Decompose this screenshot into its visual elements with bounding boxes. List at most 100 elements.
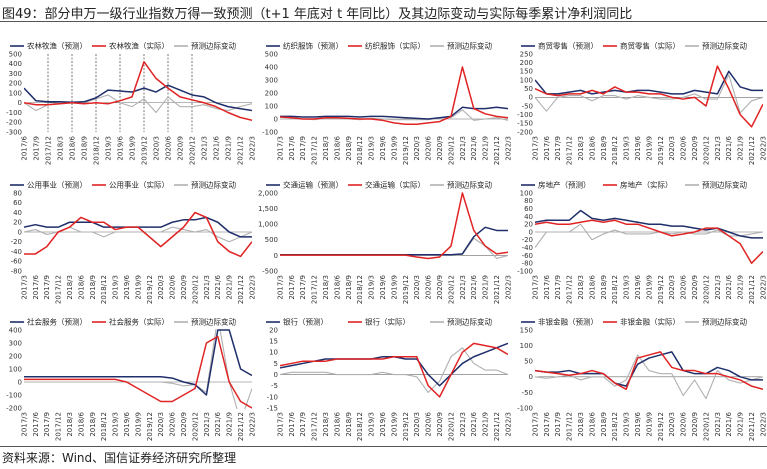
x-tick-label: 2021/6: [214, 274, 222, 299]
legend-label-3: 预测边际变动: [447, 317, 492, 327]
x-tick-label: 2021/12: [493, 412, 501, 441]
x-tick-label: 2019/6: [123, 274, 131, 299]
legend-label-1: 交通运输（预测）: [283, 180, 343, 190]
x-tick-label: 2021/6: [214, 411, 222, 436]
x-tick-label: 2020/6: [425, 274, 433, 299]
x-tick-label: 2021/3: [714, 412, 722, 437]
x-tick-label: 2019/6: [379, 135, 387, 160]
legend-label-2: 交通运输（实际）: [365, 180, 425, 190]
x-tick-label: 2018/6: [77, 411, 85, 436]
x-tick-label: 2020/9: [436, 412, 444, 437]
y-tick-label: 200: [520, 59, 533, 67]
x-tick-label: 2020/9: [691, 412, 699, 437]
chart-panel-5: 交通运输（预测） 交通运输（实际） 预测边际变动 -500 0 500 1,000 1,500…: [256, 177, 511, 313]
series-line-3: [24, 226, 252, 243]
title-rule: [0, 21, 767, 22]
y-tick-label: 300: [265, 76, 278, 84]
y-tick-label: 100: [520, 76, 533, 84]
x-tick-label: 2018/6: [77, 274, 85, 299]
y-tick-label: 0: [529, 94, 533, 102]
x-tick-label: 2017/3: [276, 412, 284, 437]
y-tick-label: 500: [265, 50, 278, 58]
x-tick-label: 2019/3: [623, 412, 631, 437]
x-tick-label: 2021/6: [725, 274, 733, 299]
y-tick-label: 400: [265, 63, 278, 71]
x-tick-label: 2020/9: [436, 275, 444, 300]
legend-label-1: 银行（预测）: [283, 317, 328, 327]
y-tick-label: 400: [9, 60, 22, 68]
x-tick-label: 2017/6: [288, 274, 296, 299]
x-tick-label: 2018/3: [577, 275, 585, 300]
y-tick-label: 5: [274, 360, 278, 368]
x-tick-label: 2020/3: [413, 136, 421, 161]
x-tick-label: 2020/3: [668, 412, 676, 437]
chart-panel-2: 纺织服饰（预测） 纺织服饰（实际） 预测边际变动 -100 0 100 200 300 400 5…: [256, 38, 511, 174]
y-tick-label: -50: [522, 389, 533, 397]
x-tick-label: 2021/3: [714, 136, 722, 161]
x-tick-label: 2022/3: [248, 412, 255, 437]
y-tick-label: -100: [6, 391, 22, 399]
y-tick-label: -100: [517, 111, 533, 119]
x-tick-label: 2020/3: [413, 275, 421, 300]
x-tick-label: 2018/6: [68, 135, 76, 160]
chart-panel-8: 银行（预测） 银行（实际） 预测边际变动 -15 -10 -5 0 5 10 15 20 2017/3…: [256, 314, 511, 450]
x-tick-label: 2019/9: [390, 412, 398, 437]
x-tick-label: 2019/3: [112, 412, 120, 437]
y-tick-label: -10: [267, 393, 278, 401]
legend-label-3: 预测边际变动: [191, 317, 236, 327]
line-chart: 公用事业（预测） 公用事业（实际） 预测边际变动 -80-60 -40 -20 020 40 6…: [10, 180, 255, 304]
series-line-3: [535, 354, 763, 400]
x-tick-label: 2017/12: [55, 275, 63, 304]
x-tick-label: 2021/3: [459, 412, 467, 437]
x-tick-label: 2020/12: [702, 275, 710, 304]
x-tick-label: 2017/9: [43, 275, 51, 300]
x-tick-label: 2018/6: [333, 274, 341, 299]
legend-label-2: 房地产（实际）: [620, 180, 673, 190]
x-tick-label: 2021/9: [482, 275, 490, 300]
x-tick-label: 2018/9: [600, 275, 608, 300]
y-tick-label: 150: [520, 326, 533, 334]
x-tick-label: 2021/6: [470, 135, 478, 160]
x-tick-label: 2019/9: [390, 275, 398, 300]
x-tick-label: 2019/12: [657, 136, 665, 165]
y-tick-label: -200: [517, 128, 533, 136]
x-tick-label: 2018/12: [92, 136, 100, 165]
y-tick-label: 0: [274, 115, 278, 123]
x-tick-label: 2021/9: [226, 275, 234, 300]
x-tick-label: 2020/3: [157, 412, 165, 437]
x-tick-label: 2017/12: [566, 275, 574, 304]
y-tick-label: -100: [517, 267, 533, 275]
x-tick-label: 2019/12: [402, 412, 410, 441]
x-tick-label: 2017/3: [531, 136, 539, 161]
legend-label-3: 预测边际变动: [191, 180, 236, 190]
x-tick-label: 2021/9: [482, 136, 490, 161]
y-tick-label: -300: [6, 128, 22, 136]
y-tick-label: 2,000: [258, 189, 278, 197]
y-tick-label: 0: [529, 228, 533, 236]
legend-label-1: 公用事业（预测）: [27, 180, 87, 190]
legend-label-3: 预测边际变动: [702, 41, 747, 51]
x-tick-label: 2017/9: [299, 136, 307, 161]
x-tick-label: 2021/3: [714, 275, 722, 300]
x-tick-label: 2019/12: [146, 412, 154, 441]
y-tick-label: 100: [265, 102, 278, 110]
x-tick-label: 2017/9: [32, 136, 40, 161]
x-tick-label: 2017/6: [543, 274, 551, 299]
x-tick-label: 2019/9: [645, 412, 653, 437]
x-tick-label: 2018/3: [322, 412, 330, 437]
series-line-3: [280, 347, 508, 393]
x-tick-label: 2017/6: [543, 411, 551, 436]
y-tick-label: 15: [269, 338, 278, 346]
x-tick-label: 2019/9: [645, 136, 653, 161]
y-tick-label: -80: [11, 267, 22, 275]
x-tick-label: 2021/12: [748, 275, 756, 304]
y-tick-label: 60: [13, 199, 22, 207]
chart-panel-4: 公用事业（预测） 公用事业（实际） 预测边际变动 -80 -60 -40 -20 0 20 40 6…: [0, 177, 255, 313]
y-tick-label: -200: [6, 119, 22, 127]
x-tick-label: 2020/6: [680, 274, 688, 299]
x-tick-label: 2020/3: [152, 136, 160, 161]
x-tick-label: 2020/9: [180, 412, 188, 437]
y-tick-label: 400: [9, 326, 22, 334]
x-tick-label: 2019/6: [123, 411, 131, 436]
legend-label-3: 预测边际变动: [447, 180, 492, 190]
